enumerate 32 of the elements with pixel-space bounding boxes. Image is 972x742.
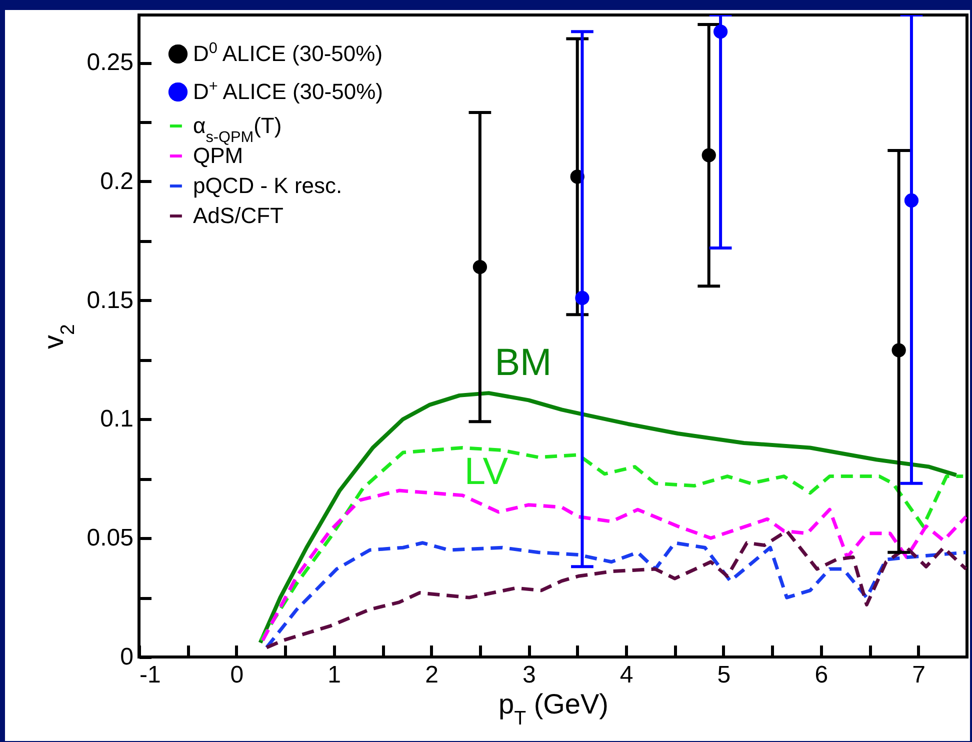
line-series (260, 488, 967, 642)
x-tick-label: 1 (328, 662, 342, 688)
x-tick-label: 4 (620, 662, 634, 688)
legend-label: D$^{+}$ ALICE (30-50%) (193, 78, 383, 104)
point (904, 193, 919, 208)
x-tick-label: 5 (717, 662, 731, 688)
annotation: LV (464, 450, 509, 493)
x-tick-label: 7 (912, 662, 926, 688)
y-tick-label: 0.15 (86, 286, 134, 314)
legend-label: α$_{s-QPM}$(T) (193, 113, 282, 146)
point (713, 24, 728, 39)
legend-label: D$^{0}$ ALICE (30-50%) (193, 40, 383, 66)
x-tick-label: 0 (230, 662, 244, 688)
point (702, 148, 716, 162)
y-tick-label: 0.2 (100, 168, 134, 195)
line-series (258, 391, 958, 645)
y-tick-label: 0.25 (86, 49, 134, 76)
legend-label: pQCD - K resc. (193, 173, 342, 198)
y-tick-label: 0.05 (86, 524, 134, 552)
y-tick-label: 0.1 (100, 406, 134, 433)
x-tick-label: 2 (425, 662, 438, 688)
point (892, 343, 906, 358)
line-series (259, 446, 965, 642)
x-tick-label: 6 (814, 662, 828, 688)
x-tick-label: -1 (140, 662, 161, 688)
point (575, 290, 590, 306)
y-tick-label: 0 (120, 644, 134, 670)
point (472, 260, 488, 274)
legend-label: AdS/CFT (193, 203, 284, 228)
x-tick-label: 3 (522, 662, 536, 688)
x-axis-title: p$_{T}$ (GeV) (498, 688, 609, 730)
annotation: BM (494, 342, 552, 384)
